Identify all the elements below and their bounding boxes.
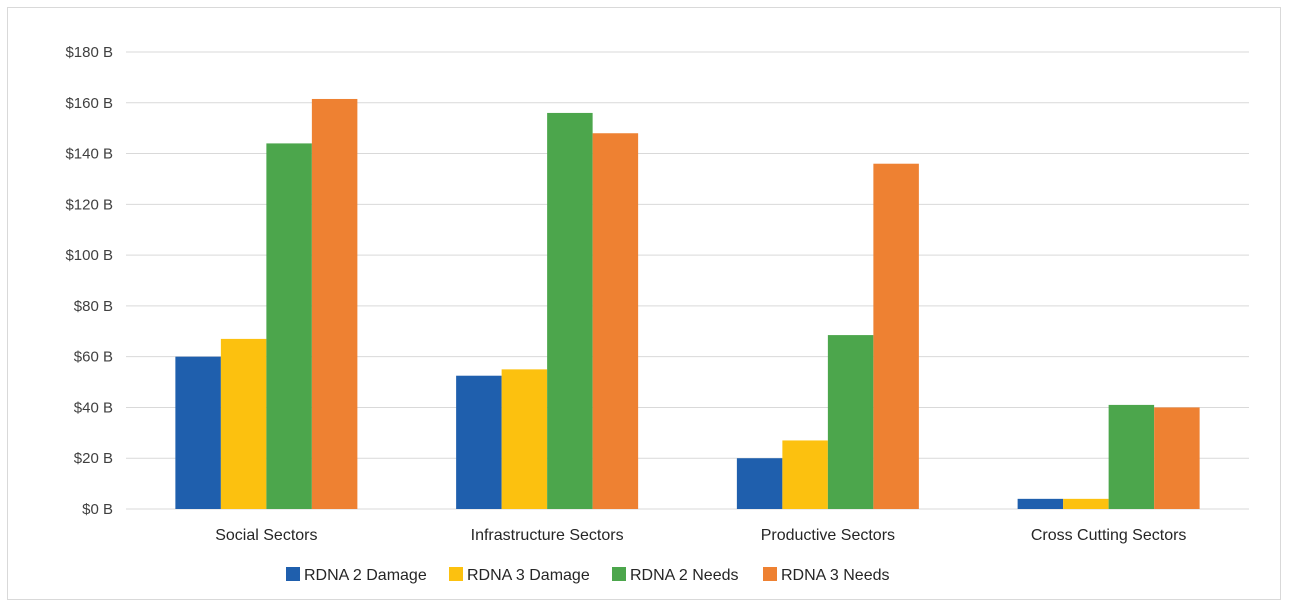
bar (1063, 498, 1109, 509)
bar (266, 143, 312, 509)
legend-swatch (449, 567, 463, 581)
x-category-label: Infrastructure Sectors (471, 527, 624, 544)
legend-label: RDNA 3 Damage (467, 567, 590, 584)
bar (592, 133, 639, 509)
bar (547, 112, 593, 509)
y-tick-label: $160 B (65, 95, 113, 112)
y-axis-tick-labels: $0 B $20 B $40 B $60 B $80 B $100 B $120 B $140… (65, 44, 113, 518)
x-category-label: Social Sectors (215, 527, 317, 544)
bar (175, 356, 221, 509)
legend-swatch (286, 567, 300, 581)
x-axis-category-labels: Social Sectors Infrastructure Sectors Prod… (215, 527, 1186, 544)
legend-label: RDNA 3 Needs (781, 567, 890, 584)
legend-label: RDNA 2 Needs (630, 567, 739, 584)
x-category-label: Cross Cutting Sectors (1031, 527, 1187, 544)
x-category-label: Productive Sectors (761, 527, 895, 544)
y-tick-label: $180 B (65, 44, 113, 61)
bar (873, 163, 919, 509)
y-tick-label: $100 B (65, 247, 113, 264)
legend: RDNA 2 Damage RDNA 3 Damage RDNA 2 Needs RD… (286, 567, 890, 584)
bar (736, 458, 783, 509)
y-tick-label: $140 B (65, 146, 113, 163)
legend-label: RDNA 2 Damage (304, 567, 427, 584)
bars (175, 98, 1200, 509)
legend-swatch (612, 567, 626, 581)
y-tick-label: $120 B (65, 196, 113, 213)
y-tick-label: $20 B (74, 450, 113, 467)
bar (311, 98, 358, 509)
y-tick-label: $80 B (74, 298, 113, 315)
legend-swatch (763, 567, 777, 581)
y-tick-label: $0 B (82, 501, 113, 518)
y-tick-label: $40 B (74, 399, 113, 416)
y-tick-label: $60 B (74, 349, 113, 366)
bar (456, 375, 502, 509)
bar (782, 440, 828, 509)
bar (220, 338, 267, 509)
bar (1017, 498, 1064, 509)
bar (501, 369, 548, 509)
bar (1154, 407, 1200, 509)
bar (827, 335, 874, 509)
bar (1108, 404, 1155, 509)
